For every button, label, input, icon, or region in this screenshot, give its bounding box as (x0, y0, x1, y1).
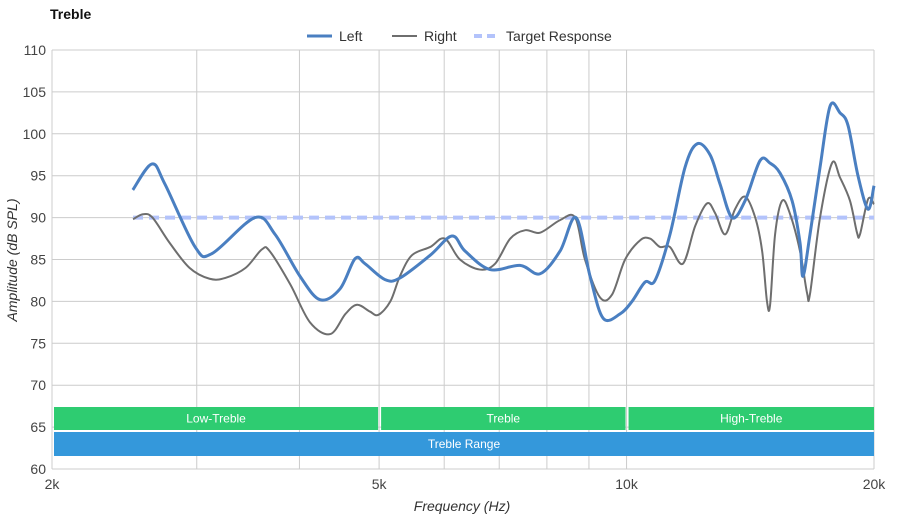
y-tick-label: 90 (30, 210, 46, 226)
x-axis-label: Frequency (Hz) (414, 498, 510, 514)
y-tick-label: 70 (30, 377, 46, 393)
band-label: Low-Treble (186, 412, 246, 426)
y-tick-label: 85 (30, 252, 46, 268)
band-treble-range (54, 432, 874, 456)
band-treble (381, 407, 626, 430)
series-right-line (132, 160, 875, 336)
y-tick-label: 100 (23, 126, 47, 142)
legend-label: Right (424, 28, 457, 44)
band-low-treble (54, 407, 379, 430)
band-label: High-Treble (720, 412, 783, 426)
legend-label: Left (339, 28, 362, 44)
legend: Left Right Target Response (307, 28, 612, 44)
y-tick-label: 110 (24, 42, 47, 58)
y-tick-label: 75 (30, 335, 46, 351)
y-axis-label: Amplitude (dB SPL) (4, 199, 20, 323)
x-tick-label: 2k (45, 476, 61, 492)
band-high-treble (628, 407, 874, 430)
band-label: Treble (487, 412, 521, 426)
y-tick-label: 80 (30, 293, 46, 309)
chart-title: Treble (50, 6, 91, 22)
series-left-line (131, 101, 876, 323)
legend-label: Target Response (506, 28, 612, 44)
x-tick-label: 5k (372, 476, 388, 492)
x-tick-label: 20k (863, 476, 887, 492)
x-tick-label: 10k (615, 476, 639, 492)
y-tick-label: 60 (30, 461, 46, 477)
y-tick-label: 65 (30, 419, 46, 435)
y-tick-label: 105 (23, 84, 47, 100)
band-label: Treble Range (428, 437, 501, 451)
y-tick-label: 95 (30, 168, 46, 184)
